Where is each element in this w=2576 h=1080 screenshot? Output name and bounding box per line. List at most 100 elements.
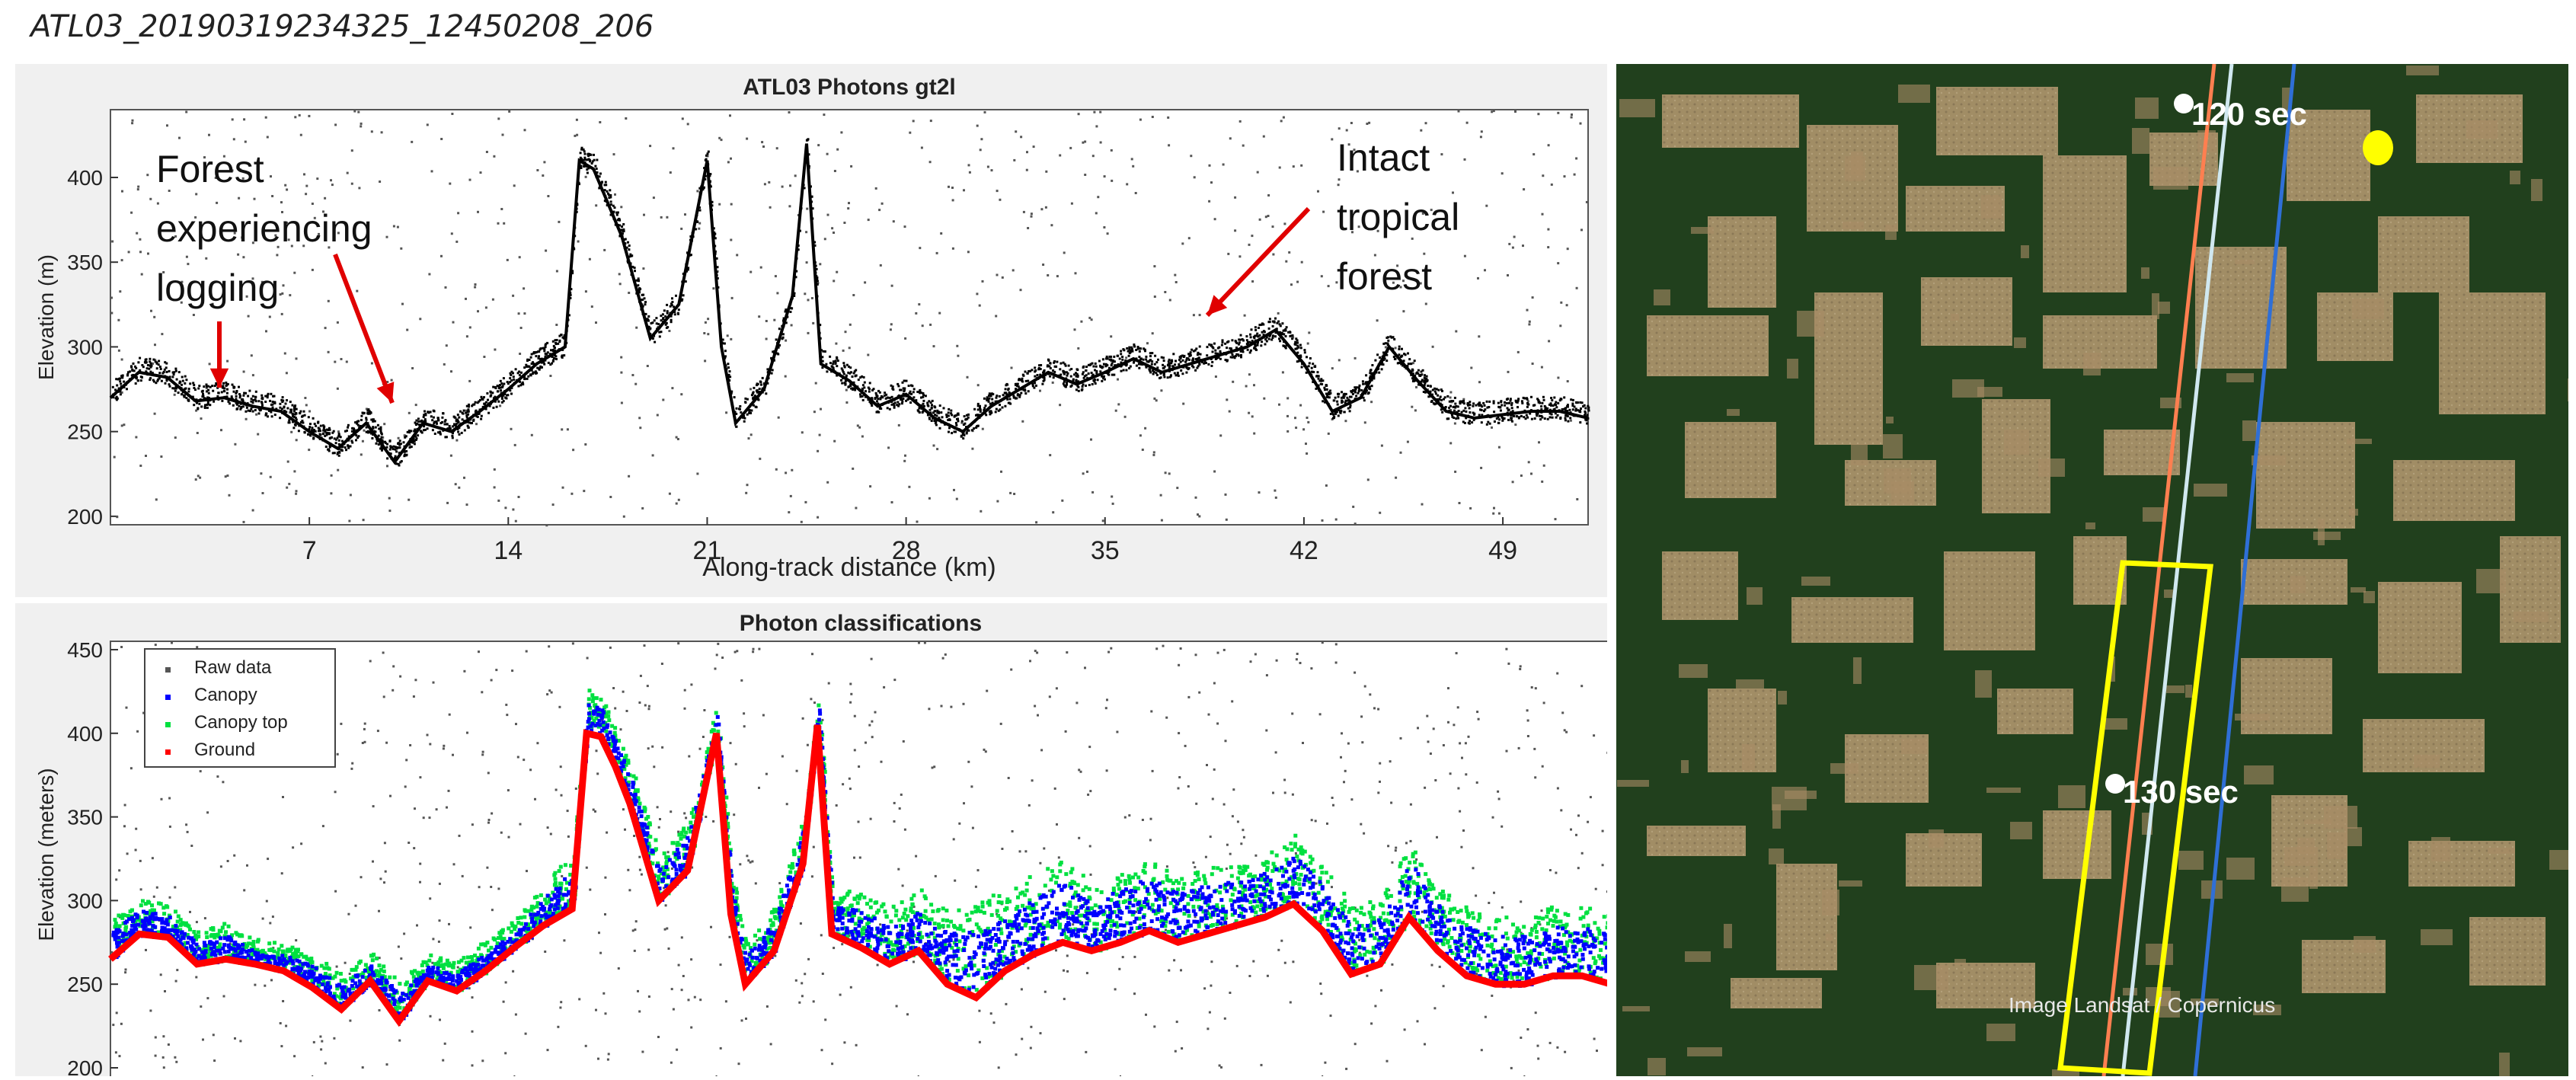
noise-photon (620, 356, 622, 359)
signal-photon (1487, 421, 1489, 423)
noise-photon (758, 315, 760, 318)
raw-photon (550, 833, 552, 836)
signal-photon (1584, 411, 1586, 413)
signal-photon (677, 312, 679, 315)
signal-photon (622, 223, 625, 225)
noise-photon (669, 493, 671, 495)
signal-photon (1311, 367, 1313, 369)
signal-photon (587, 158, 590, 161)
noise-photon (531, 434, 533, 436)
signal-photon (119, 378, 121, 380)
signal-photon (1021, 378, 1024, 380)
raw-photon (1391, 963, 1393, 966)
signal-photon (1308, 365, 1310, 367)
signal-photon (1469, 407, 1471, 409)
signal-photon (375, 427, 377, 429)
noise-photon (1454, 471, 1456, 473)
signal-photon (1523, 398, 1526, 400)
raw-photon (942, 657, 944, 660)
raw-photon (690, 683, 692, 685)
raw-photon (1277, 949, 1280, 951)
signal-photon (1180, 361, 1182, 363)
noise-photon (371, 130, 373, 133)
raw-photon (200, 1005, 202, 1008)
signal-photon (663, 309, 666, 312)
signal-photon (483, 396, 485, 398)
noise-photon (123, 423, 125, 426)
noise-photon (1366, 123, 1368, 125)
noise-photon (1395, 477, 1397, 479)
signal-photon (304, 414, 306, 417)
signal-photon (1138, 367, 1140, 369)
signal-photon (1526, 417, 1529, 419)
signal-photon (1095, 363, 1097, 365)
signal-photon (1510, 417, 1512, 419)
noise-photon (898, 424, 900, 427)
signal-photon (1484, 408, 1486, 411)
raw-photon (688, 999, 690, 1001)
raw-photon (977, 869, 980, 871)
raw-photon (321, 1040, 323, 1043)
signal-photon (552, 349, 555, 351)
noise-photon (991, 169, 993, 171)
signal-photon (169, 385, 171, 388)
raw-photon (466, 732, 468, 734)
signal-photon (919, 390, 921, 392)
raw-photon (155, 1055, 157, 1057)
chart-title: Photon classifications (740, 611, 982, 636)
noise-photon (806, 208, 808, 210)
signal-photon (1008, 402, 1011, 404)
signal-photon (660, 319, 663, 321)
noise-photon (930, 120, 932, 122)
noise-photon (684, 213, 686, 216)
signal-photon (520, 372, 523, 374)
signal-photon (372, 418, 375, 420)
signal-photon (1199, 346, 1201, 348)
signal-photon (1139, 350, 1141, 353)
raw-photon (446, 807, 448, 809)
signal-photon (936, 411, 938, 414)
signal-photon (1359, 385, 1361, 387)
signal-photon (496, 406, 498, 408)
raw-photon (870, 818, 872, 820)
signal-photon (1123, 369, 1125, 372)
signal-photon (405, 454, 407, 456)
noise-photon (393, 225, 395, 228)
signal-photon (999, 395, 1001, 398)
raw-photon (758, 648, 760, 650)
signal-photon (261, 404, 264, 407)
noise-photon (457, 212, 459, 214)
noise-photon (562, 487, 564, 489)
raw-photon (612, 687, 615, 689)
signal-photon (1066, 375, 1069, 377)
noise-photon (1110, 335, 1112, 337)
raw-photon (495, 669, 497, 671)
noise-photon (833, 232, 835, 234)
signal-photon (759, 388, 761, 390)
x-axis-label: Along-track distance (km) (702, 553, 996, 582)
signal-photon (1586, 414, 1588, 417)
signal-photon (431, 419, 433, 421)
signal-photon (939, 404, 941, 407)
signal-photon (1336, 401, 1338, 403)
raw-photon (632, 929, 634, 931)
raw-photon (637, 990, 639, 992)
signal-photon (355, 439, 357, 441)
signal-photon (682, 294, 685, 296)
signal-photon (1075, 388, 1078, 391)
signal-photon (1231, 356, 1233, 359)
noise-photon (160, 455, 162, 458)
signal-photon (1149, 369, 1151, 371)
raw-photon (1175, 1050, 1177, 1053)
raw-photon (638, 1011, 641, 1013)
noise-photon (834, 170, 836, 172)
signal-photon (1412, 380, 1414, 382)
signal-photon (1139, 347, 1141, 350)
raw-photon (1556, 673, 1558, 675)
raw-photon (865, 742, 867, 744)
raw-photon (849, 683, 852, 685)
signal-photon (1253, 336, 1255, 338)
signal-photon (1002, 394, 1005, 396)
raw-photon (685, 816, 687, 819)
signal-photon (178, 382, 181, 385)
